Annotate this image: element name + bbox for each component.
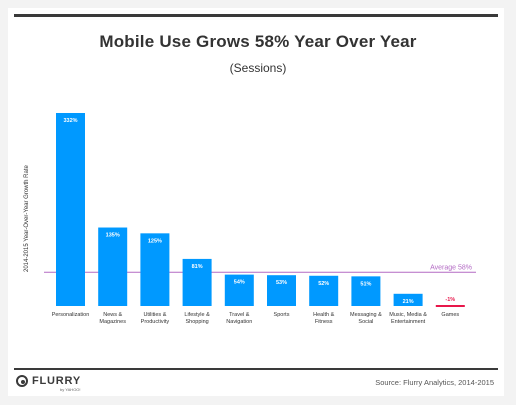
bar-0: [56, 113, 85, 306]
bottom-divider: [14, 368, 498, 370]
bar-2: [140, 233, 170, 306]
x-tick-label-6-1: Fitness: [315, 319, 333, 325]
chart-subtitle: (Sessions): [229, 61, 287, 75]
x-tick-label-2-0: Utilities &: [143, 312, 166, 318]
bar-9: [435, 305, 465, 307]
x-tick-label-1-1: Magazines: [99, 319, 126, 325]
flurry-logo-subtext: by YAHOO!: [60, 387, 81, 392]
x-tick-label-6-0: Health &: [313, 312, 334, 318]
chart-title: Mobile Use Grows 58% Year Over Year: [99, 32, 417, 51]
x-tick-label-5-0: Sports: [274, 312, 290, 318]
bar-5: [267, 275, 296, 306]
bar-value-label-3: 81%: [192, 264, 203, 270]
x-tick-label-4-0: Travel &: [229, 312, 250, 318]
bar-8: [393, 293, 423, 306]
flurry-logo-text: FLURRY: [32, 375, 81, 387]
bar-4: [224, 274, 254, 306]
x-tick-label-3-0: Lifestyle &: [184, 312, 210, 318]
bar-value-label-7: 51%: [360, 281, 371, 287]
bar-value-label-0: 332%: [63, 118, 77, 124]
top-divider: [14, 14, 498, 17]
x-tick-label-2-1: Productivity: [141, 319, 170, 325]
bar-value-label-9: -1%: [445, 297, 455, 303]
x-tick-label-4-1: Navigation: [226, 319, 252, 325]
bar-value-label-2: 125%: [148, 238, 162, 244]
bar-value-label-5: 53%: [276, 280, 287, 286]
bar-value-label-4: 54%: [234, 280, 245, 286]
bar-7: [351, 276, 381, 306]
x-tick-label-1-0: News &: [103, 312, 122, 318]
bar-value-label-1: 135%: [106, 233, 120, 239]
average-label: Average 58%: [430, 264, 472, 271]
x-tick-label-8-1: Entertainment: [391, 319, 426, 325]
bar-6: [309, 275, 339, 306]
x-tick-label-7-0: Messaging &: [350, 312, 382, 318]
x-tick-label-9-0: Games: [441, 312, 459, 318]
source-note: Source: Flurry Analytics, 2014-2015: [375, 378, 494, 387]
x-tick-label-8-0: Music, Media &: [389, 312, 427, 318]
bar-3: [182, 258, 212, 306]
bar-1: [98, 227, 128, 306]
flurry-logo-icon: [16, 375, 28, 387]
bar-value-label-6: 52%: [318, 281, 329, 287]
bar-value-label-8: 21%: [403, 299, 414, 305]
x-tick-label-7-1: Social: [358, 319, 373, 325]
x-tick-label-3-1: Shopping: [185, 319, 208, 325]
chart-card: [8, 8, 504, 396]
x-tick-label-0-0: Personalization: [52, 312, 90, 318]
